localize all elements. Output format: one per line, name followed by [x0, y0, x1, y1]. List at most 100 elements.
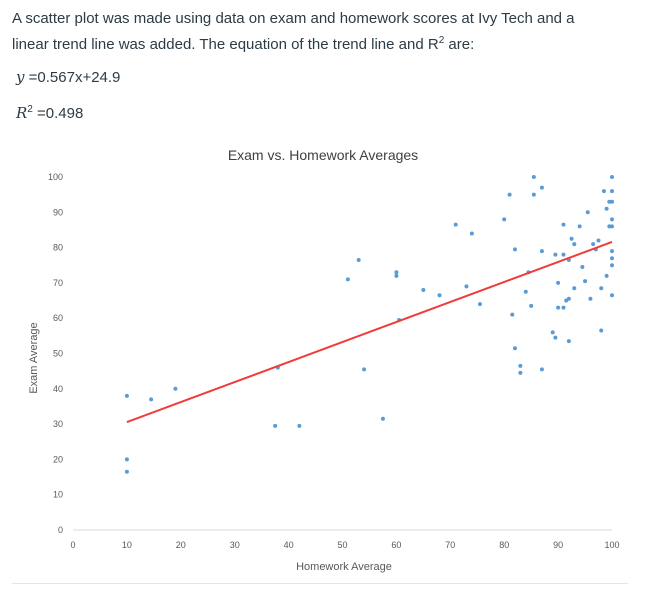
data-point — [362, 367, 367, 372]
data-point — [394, 270, 399, 275]
data-point — [550, 330, 555, 335]
chart-title: Exam vs. Homework Averages — [228, 147, 418, 163]
data-point — [577, 224, 582, 229]
x-tick-label: 40 — [284, 540, 294, 550]
data-point — [523, 289, 528, 294]
data-point — [556, 305, 561, 310]
intro-line-2-prefix: linear trend line was added. The equatio… — [12, 36, 439, 53]
data-point — [437, 293, 442, 298]
data-point — [561, 305, 566, 310]
data-point — [604, 273, 609, 278]
data-point — [507, 192, 512, 197]
data-point — [539, 249, 544, 254]
data-point — [453, 222, 458, 227]
data-point — [556, 280, 561, 285]
equation-rhs: =0.567x+24.9 — [24, 69, 121, 86]
y-tick-label: 90 — [53, 207, 63, 217]
x-tick-label: 70 — [445, 540, 455, 550]
data-point — [601, 189, 606, 194]
data-point — [610, 263, 614, 268]
data-point — [512, 247, 517, 252]
data-point — [464, 284, 469, 289]
y-tick-label: 0 — [58, 525, 63, 535]
data-point — [421, 287, 426, 292]
points-layer — [124, 175, 614, 474]
data-point — [572, 242, 577, 247]
data-point — [149, 397, 154, 402]
data-point — [566, 296, 571, 301]
trend-equation: y =0.567x+24.9 — [16, 68, 120, 86]
data-point — [531, 175, 536, 179]
r-squared-equation: R2 =0.498 — [16, 104, 83, 122]
x-tick-label: 0 — [70, 540, 75, 550]
y-axis-label: Exam Average — [28, 322, 40, 393]
data-point — [610, 256, 614, 261]
data-point — [596, 238, 601, 243]
y-tick-label: 60 — [53, 313, 63, 323]
data-point — [529, 303, 534, 308]
y-tick-label: 100 — [48, 172, 63, 182]
data-point — [124, 469, 129, 474]
data-point — [553, 252, 558, 257]
data-point — [583, 279, 588, 284]
x-tick-label: 10 — [122, 540, 132, 550]
r-squared-value: =0.498 — [32, 105, 84, 122]
intro-line-2: linear trend line was added. The equatio… — [12, 32, 642, 58]
data-point — [561, 222, 566, 227]
data-point — [585, 210, 590, 215]
data-point — [553, 335, 558, 340]
data-point — [469, 231, 474, 236]
data-point — [394, 273, 399, 278]
data-point — [610, 249, 614, 254]
data-point — [604, 206, 609, 211]
data-point — [273, 423, 278, 428]
data-point — [539, 367, 544, 372]
r-squared-superscript: 2 — [27, 104, 33, 115]
data-point — [124, 393, 129, 398]
question-text: A scatter plot was made using data on ex… — [12, 6, 642, 58]
x-axis-label: Homework Average — [296, 561, 392, 573]
x-tick-label: 30 — [230, 540, 240, 550]
data-point — [610, 217, 614, 222]
y-tick-label: 40 — [53, 384, 63, 394]
data-point — [502, 217, 507, 222]
x-tick-label: 90 — [553, 540, 563, 550]
x-tick-label: 80 — [499, 540, 509, 550]
scatter-chart: 0 10 20 30 40 50 60 70 80 90 100 0 10 20 30 40 50 60 70 80 9… — [28, 147, 620, 573]
x-tick-label: 100 — [604, 540, 619, 550]
y-tick-label: 50 — [53, 349, 63, 359]
data-point — [539, 185, 544, 190]
data-point — [591, 242, 596, 247]
data-point — [569, 236, 574, 241]
y-tick-label: 10 — [53, 490, 63, 500]
data-point — [531, 192, 536, 197]
data-point — [599, 286, 604, 291]
data-point — [610, 199, 614, 204]
data-point — [610, 189, 614, 194]
y-tick-label: 20 — [53, 454, 63, 464]
data-point — [510, 312, 515, 317]
trendline-layer — [126, 241, 613, 424]
data-point — [572, 286, 577, 291]
x-tick-label: 50 — [337, 540, 347, 550]
r-squared-label: R — [16, 104, 28, 122]
x-tick-label: 60 — [391, 540, 401, 550]
data-point — [518, 370, 523, 375]
data-point — [173, 386, 178, 391]
data-point — [566, 339, 571, 344]
intro-line-2-suffix: are: — [444, 36, 475, 53]
data-point — [297, 423, 302, 428]
data-point — [356, 257, 361, 262]
data-point — [610, 175, 614, 179]
r-squared-exponent: 2 — [438, 35, 445, 46]
tick-labels-layer: 0 10 20 30 40 50 60 70 80 90 100 0 10 20 30 40 50 60 70 80 9… — [48, 172, 620, 550]
data-point — [477, 302, 482, 307]
data-point — [561, 252, 566, 257]
x-tick-label: 20 — [176, 540, 186, 550]
y-tick-label: 30 — [53, 419, 63, 429]
trend-line — [126, 241, 613, 424]
data-point — [599, 328, 604, 333]
data-point — [345, 277, 350, 282]
data-point — [610, 293, 614, 298]
bottom-divider — [12, 583, 628, 584]
